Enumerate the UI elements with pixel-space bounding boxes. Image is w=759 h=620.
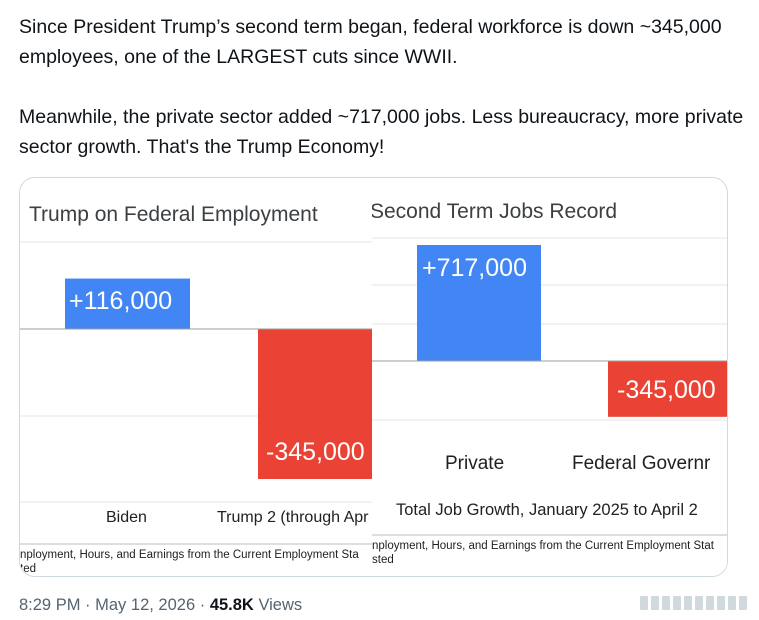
tweet-time[interactable]: 8:29 PM [19,596,81,614]
bar-label-biden: +116,000 [69,287,173,315]
bar-1 [258,329,372,479]
bar-0 [417,245,541,361]
chart-title: Second Term Jobs Record [372,200,618,223]
chart-right-svg [372,237,727,536]
views-label: Views [258,596,303,614]
chart-source-line-2: ted [20,563,36,575]
category-label-private: Private [445,453,505,474]
chart-source-line-1: nployment, Hours, and Earnings from the … [20,549,359,561]
category-label-biden: Biden [106,509,147,526]
tweet-text: Since President Trump’s second term bega… [19,12,744,162]
chart-title: Trump on Federal Employment [29,203,318,226]
bar-label-federal: -345,000 [617,376,716,404]
bar-1 [608,361,727,417]
separator: · [85,596,91,614]
chart-federal-employment[interactable]: Trump on Federal Employment +116,000 -34… [20,178,372,576]
chart-source-line-1: nployment, Hours, and Earnings from the … [372,540,714,552]
views-count: 45.8K [209,596,254,614]
bar-label-private: +717,000 [422,254,527,282]
bar-0 [65,278,190,329]
share-icon[interactable] [636,590,751,616]
media-card[interactable]: Trump on Federal Employment +116,000 -34… [19,177,728,577]
category-label-federal: Federal Governr [572,453,711,474]
separator: · [199,596,206,614]
x-axis-label: Total Job Growth, January 2025 to April … [396,501,698,519]
chart-jobs-record[interactable]: Second Term Jobs Record +717,000 -345,00… [372,178,727,576]
tweet-line-1: Since President Trump’s second term bega… [19,16,722,68]
tweet-date[interactable]: May 12, 2026 [95,596,196,614]
chart-source-line-2: sted [372,554,394,566]
tweet-meta: 8:29 PM · May 12, 2026 · 45.8K Views [19,596,302,615]
chart-left-svg [20,241,372,545]
category-label-trump2: Trump 2 (through Apr [217,509,369,526]
tweet-line-2: Meanwhile, the private sector added ~717… [19,106,744,158]
bar-label-trump2: -345,000 [266,438,365,466]
